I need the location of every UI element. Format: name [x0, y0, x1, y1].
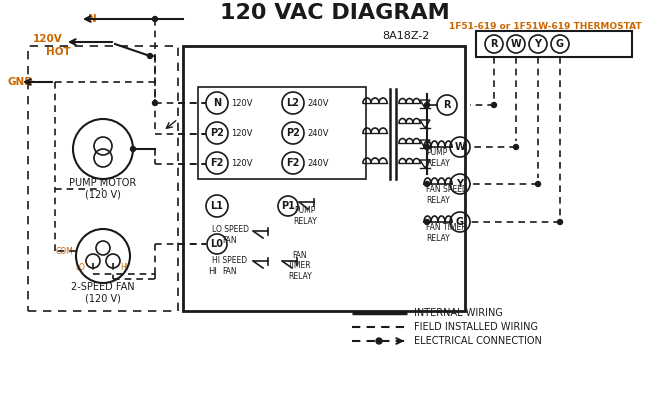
Text: P2: P2: [286, 128, 300, 138]
Text: N: N: [88, 14, 96, 24]
Text: F2: F2: [210, 158, 224, 168]
Circle shape: [147, 54, 153, 59]
Text: HI: HI: [120, 264, 128, 272]
Text: FIELD INSTALLED WIRING: FIELD INSTALLED WIRING: [414, 322, 538, 332]
Text: 120V: 120V: [231, 98, 253, 108]
Text: 240V: 240V: [307, 158, 328, 168]
Text: HI: HI: [208, 266, 218, 276]
Text: PUMP
RELAY: PUMP RELAY: [293, 206, 317, 226]
Text: INTERNAL WIRING: INTERNAL WIRING: [414, 308, 503, 318]
Text: G: G: [556, 39, 564, 49]
Text: P2: P2: [210, 128, 224, 138]
Text: W: W: [511, 39, 521, 49]
Circle shape: [425, 181, 429, 186]
Text: PUMP MOTOR
(120 V): PUMP MOTOR (120 V): [70, 178, 137, 200]
Text: 1F51-619 or 1F51W-619 THERMOSTAT: 1F51-619 or 1F51W-619 THERMOSTAT: [449, 21, 641, 31]
Circle shape: [425, 103, 429, 108]
Text: 240V: 240V: [307, 98, 328, 108]
Text: W: W: [455, 142, 466, 152]
Text: ELECTRICAL CONNECTION: ELECTRICAL CONNECTION: [414, 336, 542, 346]
Text: GND: GND: [8, 77, 34, 87]
Text: L2: L2: [287, 98, 299, 108]
Text: G: G: [456, 217, 464, 227]
Text: 120 VAC DIAGRAM: 120 VAC DIAGRAM: [220, 3, 450, 23]
Circle shape: [376, 338, 382, 344]
Circle shape: [557, 220, 563, 225]
Text: N: N: [213, 98, 221, 108]
Text: 2-SPEED FAN
(120 V): 2-SPEED FAN (120 V): [71, 282, 135, 304]
Text: FAN SPEED
RELAY: FAN SPEED RELAY: [426, 185, 468, 205]
Text: 120V: 120V: [231, 129, 253, 137]
Bar: [28, 46, 178, 311]
Text: FAN TIMER
RELAY: FAN TIMER RELAY: [426, 223, 466, 243]
Text: 240V: 240V: [307, 129, 328, 137]
Bar: [183, 46, 465, 311]
Circle shape: [153, 16, 157, 21]
Circle shape: [153, 101, 157, 106]
Text: LO SPEED
FAN: LO SPEED FAN: [212, 225, 249, 245]
Circle shape: [535, 181, 541, 186]
Circle shape: [492, 103, 496, 108]
Bar: [198, 87, 366, 179]
Text: 120V: 120V: [231, 158, 253, 168]
Text: PUMP
RELAY: PUMP RELAY: [426, 148, 450, 168]
Text: HI SPEED
FAN: HI SPEED FAN: [212, 256, 247, 276]
Text: HOT: HOT: [46, 47, 71, 57]
Circle shape: [425, 220, 429, 225]
Text: FAN
TIMER
RELAY: FAN TIMER RELAY: [288, 251, 312, 281]
Text: P1: P1: [281, 201, 295, 211]
Text: 8A18Z-2: 8A18Z-2: [382, 31, 429, 41]
Text: Y: Y: [456, 179, 464, 189]
Text: LO: LO: [75, 264, 85, 272]
Text: R: R: [444, 100, 451, 110]
Text: F2: F2: [286, 158, 299, 168]
Circle shape: [425, 145, 429, 150]
Text: R: R: [490, 39, 498, 49]
Bar: [476, 31, 632, 57]
Text: COM: COM: [55, 246, 73, 256]
Circle shape: [513, 145, 519, 150]
Circle shape: [131, 147, 135, 152]
Text: L1: L1: [210, 201, 224, 211]
Text: 120V: 120V: [33, 34, 63, 44]
Text: L0: L0: [210, 239, 224, 249]
Text: Y: Y: [535, 39, 541, 49]
